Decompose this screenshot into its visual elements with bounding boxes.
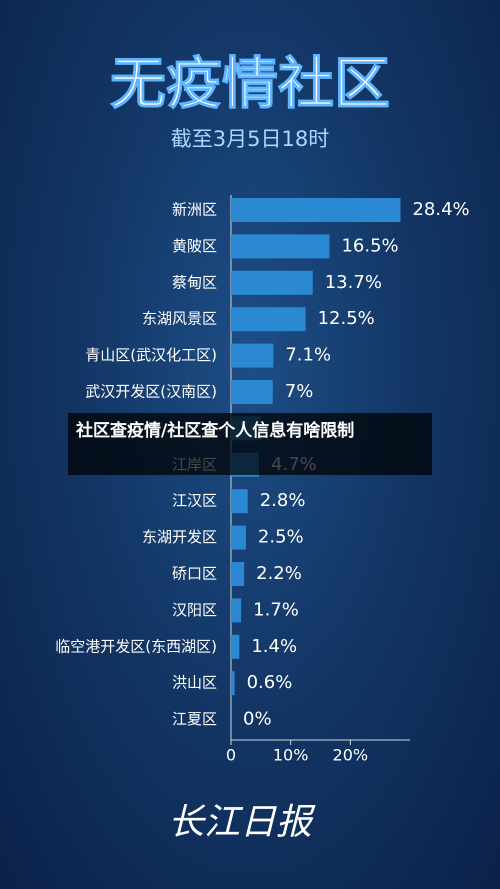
- y-tick-label: 硚口区: [172, 565, 217, 583]
- bar: [231, 562, 245, 586]
- y-tick-label: 蔡甸区: [172, 273, 217, 291]
- footer-logo: 长江日报: [168, 802, 316, 843]
- value-label: 28.4%: [412, 199, 469, 220]
- bar: [231, 598, 242, 623]
- value-label: 12.5%: [318, 308, 375, 329]
- bar: [231, 270, 313, 295]
- value-label: 2.8%: [260, 490, 306, 511]
- y-tick-label: 黄陂区: [172, 237, 217, 255]
- bar: [231, 234, 330, 259]
- y-tick-label: 东湖风景区: [142, 310, 217, 328]
- x-tick-label: 20%: [333, 746, 369, 765]
- value-label: 7%: [285, 381, 314, 402]
- y-tick-label: 东湖开发区: [142, 528, 217, 546]
- value-label: 7.1%: [285, 345, 331, 366]
- value-label: 1.7%: [253, 599, 299, 620]
- chart-title: 无疫情社区: [110, 52, 390, 117]
- y-tick-label: 汉阳区: [172, 601, 217, 619]
- value-label: 2.2%: [256, 563, 302, 584]
- value-label: 13.7%: [325, 272, 382, 293]
- value-label: 1.4%: [251, 636, 297, 657]
- value-label: 16.5%: [341, 235, 398, 256]
- y-tick-label: 新洲区: [172, 201, 217, 219]
- x-tick-label: 0: [226, 746, 236, 765]
- y-tick-label: 洪山区: [172, 674, 217, 692]
- bar: [231, 198, 401, 222]
- y-tick-label: 临空港开发区(东西湖区): [55, 637, 217, 655]
- caption-banner: 社区查疫情/社区查个人信息有啥限制: [68, 413, 432, 475]
- y-tick-label: 江汉区: [172, 492, 217, 510]
- value-label: 0.6%: [247, 672, 293, 693]
- y-tick-label: 武汉开发区(汉南区): [85, 383, 217, 401]
- bar: [231, 307, 306, 332]
- x-tick-label: 10%: [273, 746, 309, 765]
- bar: [231, 634, 240, 659]
- value-label: 0%: [243, 709, 272, 730]
- bar: [231, 380, 273, 404]
- value-label: 2.5%: [258, 527, 304, 548]
- y-tick-label: 青山区(武汉化工区): [85, 346, 217, 364]
- bar: [231, 671, 235, 696]
- bar: [231, 489, 248, 514]
- bar: [231, 525, 246, 550]
- chart-subtitle: 截至3月5日18时: [171, 127, 329, 151]
- bar: [231, 343, 274, 368]
- y-tick-label: 江夏区: [172, 710, 217, 728]
